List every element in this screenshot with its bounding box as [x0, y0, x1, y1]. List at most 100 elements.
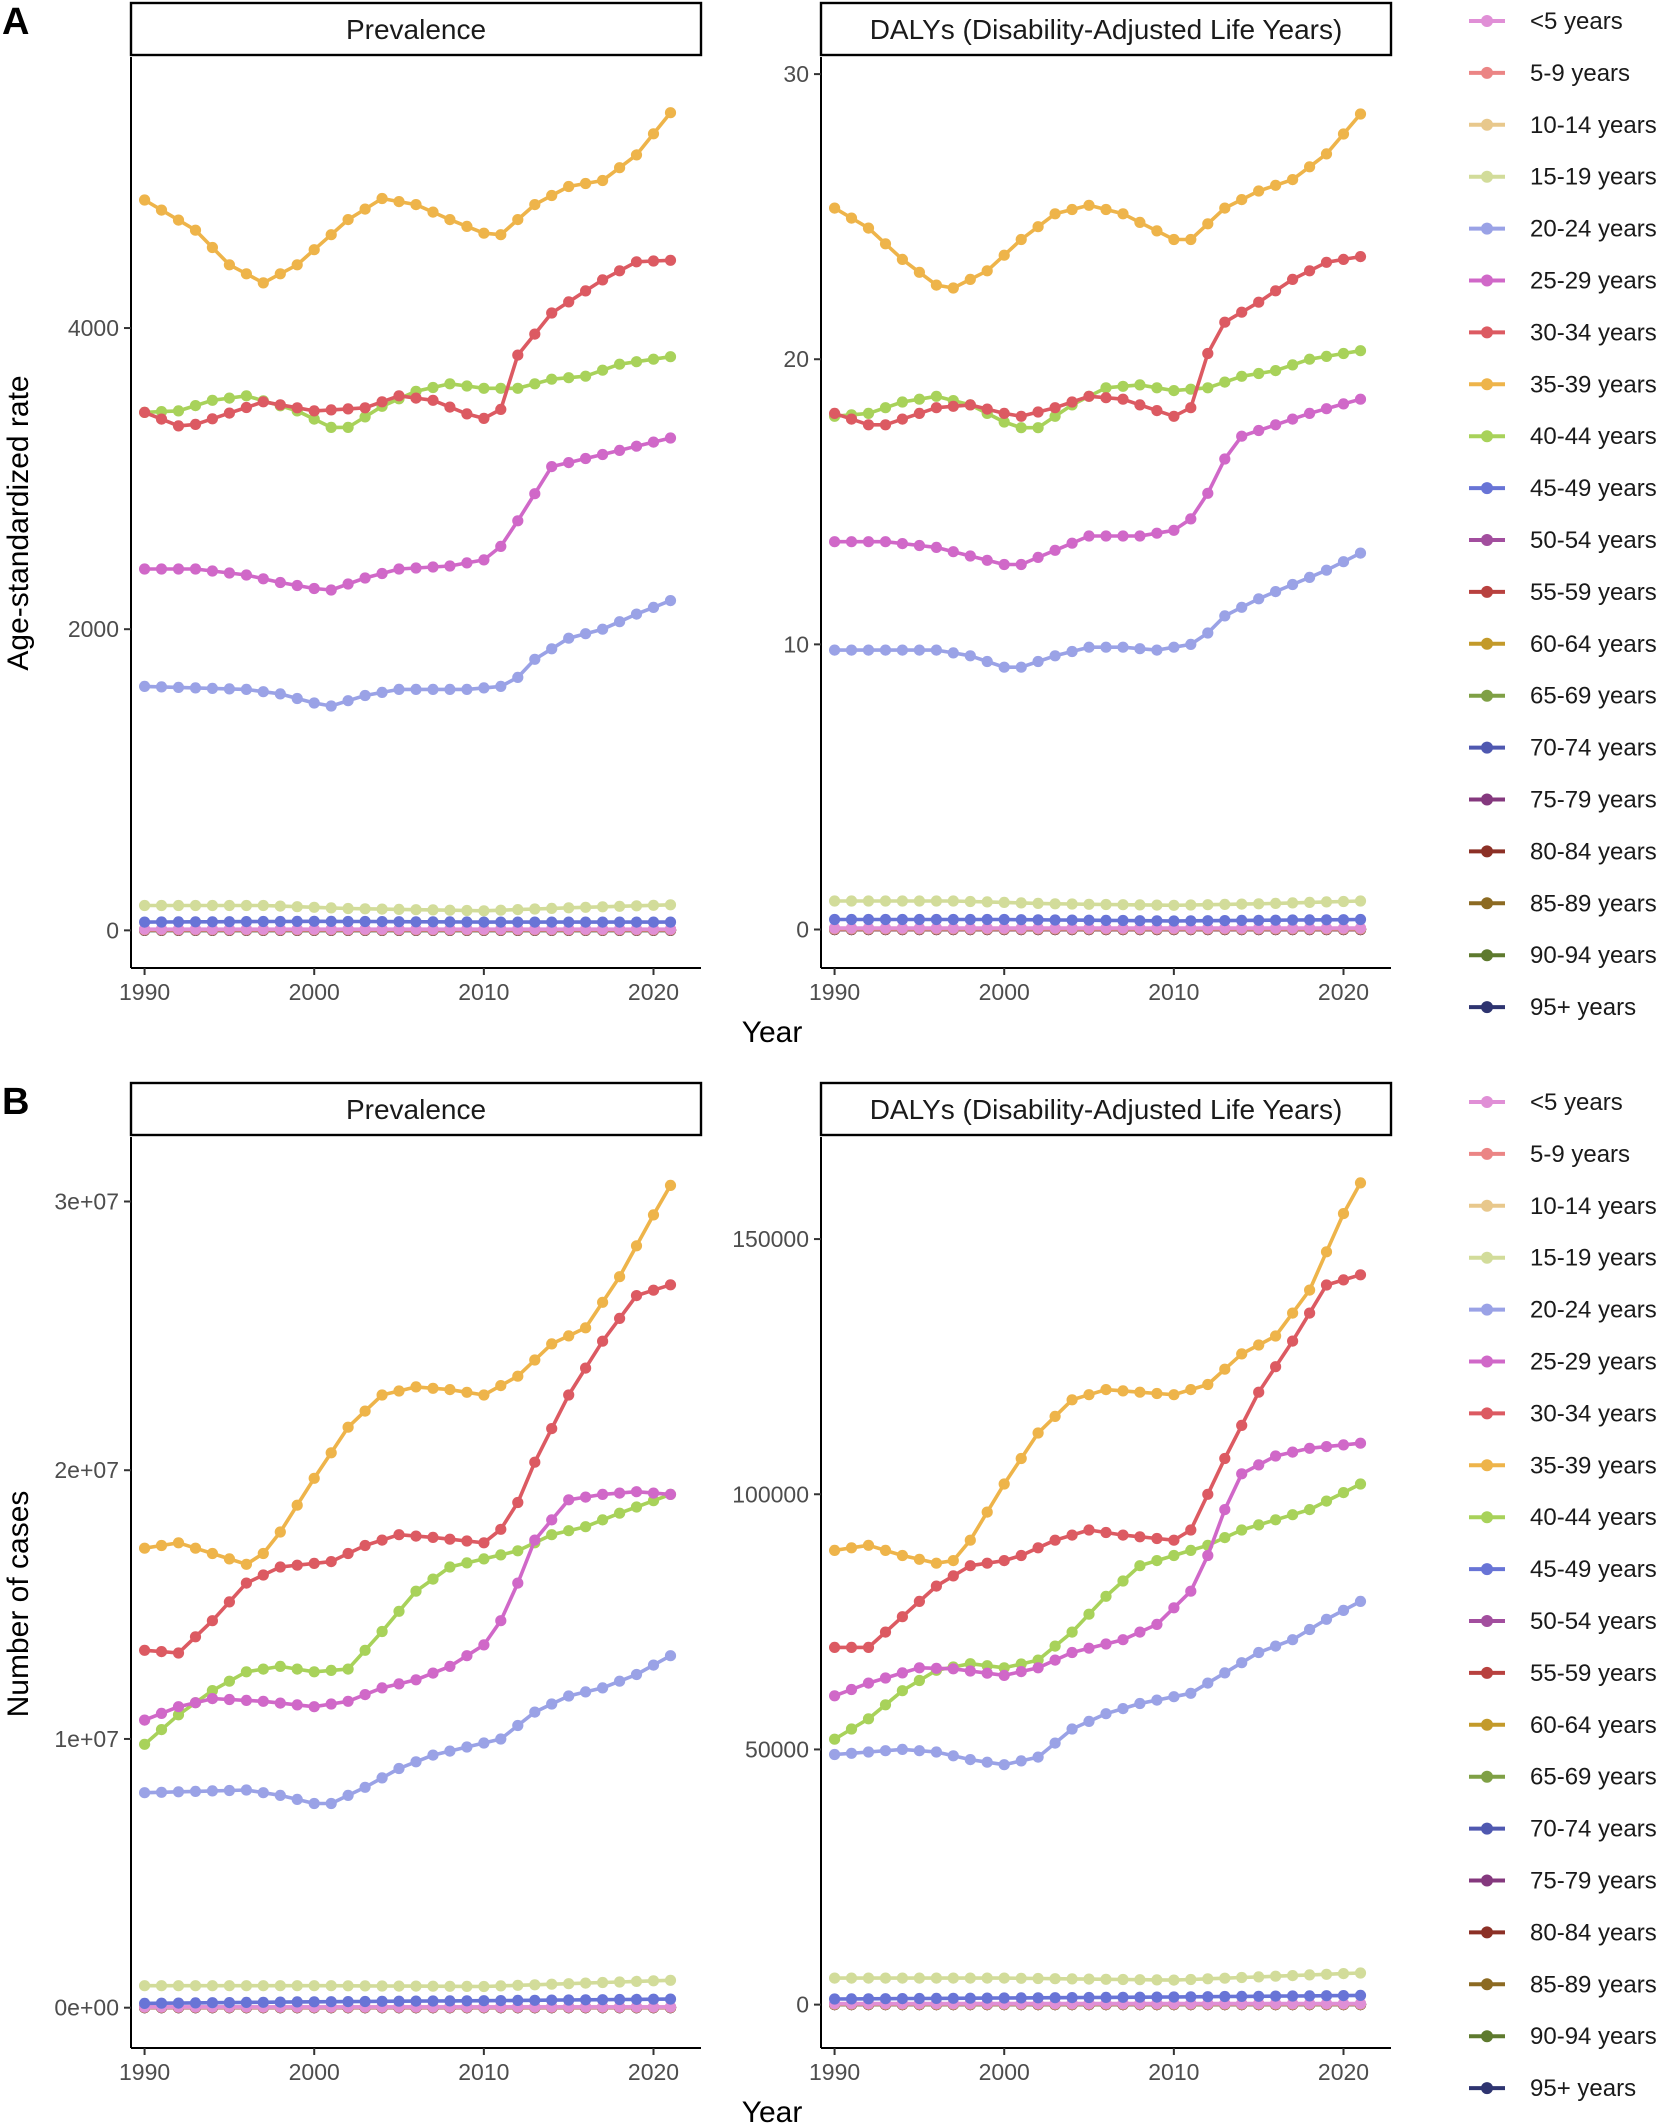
legend-item-20-24-years: 20-24 years	[1469, 216, 1657, 243]
data-point	[308, 923, 320, 935]
data-point	[308, 1980, 320, 1992]
data-point	[1320, 1441, 1333, 1453]
legend-label: 45-49 years	[1530, 1556, 1657, 1583]
data-point	[630, 608, 643, 620]
data-point	[1134, 1991, 1146, 2003]
data-point	[563, 296, 575, 308]
data-point	[580, 901, 592, 913]
data-point	[964, 550, 976, 562]
data-point	[913, 1972, 926, 1984]
data-point	[896, 644, 909, 656]
data-point	[1066, 922, 1078, 934]
data-point	[1015, 914, 1027, 926]
data-point	[563, 372, 575, 384]
legend-label: 90-94 years	[1530, 2023, 1657, 2050]
legend-item-95-plus-years: 95+ years	[1469, 2075, 1636, 2102]
legend-label: 10-14 years	[1530, 112, 1657, 139]
data-point	[291, 915, 303, 928]
data-point	[647, 899, 660, 911]
data-point	[223, 1693, 235, 1706]
data-point	[393, 1762, 405, 1775]
legend-item-35-39-years: 35-39 years	[1469, 1452, 1657, 1479]
data-point	[964, 913, 976, 926]
y-tick-label: 4000	[68, 315, 119, 341]
data-point	[376, 1772, 388, 1784]
x-tick-label: 2020	[628, 979, 679, 1005]
data-point	[981, 1972, 993, 1984]
data-point	[155, 1724, 168, 1736]
data-point	[896, 922, 909, 934]
facet-title: Prevalence	[346, 14, 486, 45]
legend-label: 75-79 years	[1530, 1868, 1657, 1895]
data-point	[1270, 1450, 1282, 1462]
data-point	[1253, 424, 1265, 437]
data-point	[274, 1697, 286, 1709]
data-point	[376, 396, 388, 408]
data-point	[139, 1644, 151, 1656]
data-point	[325, 584, 337, 596]
data-point	[206, 394, 218, 406]
data-point	[1354, 1595, 1367, 1607]
data-point	[1049, 1534, 1061, 1546]
data-point	[1287, 578, 1299, 591]
data-point	[879, 913, 892, 926]
data-point	[376, 567, 388, 580]
data-point	[1100, 392, 1112, 404]
data-point	[563, 1494, 575, 1506]
data-point	[1168, 410, 1180, 422]
data-point	[829, 407, 841, 419]
data-point	[1066, 203, 1078, 216]
data-point	[1083, 898, 1095, 910]
data-point	[1015, 1452, 1027, 1465]
data-point	[862, 1641, 875, 1653]
data-point	[1253, 914, 1265, 926]
legend-label: 55-59 years	[1530, 579, 1657, 606]
data-point	[845, 922, 858, 934]
data-point	[410, 683, 422, 696]
data-point	[223, 567, 235, 579]
data-point	[1337, 1604, 1350, 1616]
data-point	[410, 392, 422, 404]
data-point	[240, 569, 252, 581]
legend-item-80-84-years: 80-84 years	[1469, 838, 1657, 865]
data-point	[1304, 1442, 1316, 1454]
legend-key-dot	[1481, 1459, 1493, 1472]
data-point	[274, 399, 286, 411]
data-point	[342, 1980, 354, 1992]
data-point	[1151, 1387, 1163, 1400]
data-point	[240, 1694, 252, 1706]
data-point	[1134, 643, 1146, 655]
data-point	[427, 1667, 439, 1679]
data-point	[1202, 1378, 1214, 1391]
data-point	[845, 536, 858, 548]
series-15-19-years	[139, 899, 677, 917]
data-point	[155, 899, 168, 912]
data-point	[172, 1980, 185, 1992]
data-point	[1117, 530, 1129, 542]
data-point	[1185, 1585, 1197, 1597]
legend-key-dot	[1481, 534, 1493, 546]
data-point	[529, 1706, 541, 1718]
data-point	[223, 1553, 235, 1565]
data-point	[223, 1784, 235, 1797]
data-point	[1134, 1386, 1146, 1398]
data-point	[546, 189, 558, 202]
data-point	[1202, 1991, 1214, 2003]
data-point	[495, 1380, 507, 1392]
series-15-19-years	[829, 1967, 1367, 1986]
data-point	[1219, 1667, 1231, 1679]
data-point	[647, 2001, 660, 2013]
data-point	[325, 1797, 337, 1810]
data-point	[444, 378, 456, 390]
legend-item-10-14-years: 10-14 years	[1469, 112, 1657, 139]
series-line	[143, 258, 671, 428]
data-point	[206, 1615, 218, 1627]
data-point	[580, 1977, 592, 1989]
data-point	[1304, 1284, 1316, 1296]
data-point	[964, 1992, 976, 2004]
data-point	[1168, 385, 1180, 397]
series-line	[834, 899, 1361, 908]
legend-key-dot	[1481, 1874, 1493, 1887]
data-point	[862, 222, 875, 234]
